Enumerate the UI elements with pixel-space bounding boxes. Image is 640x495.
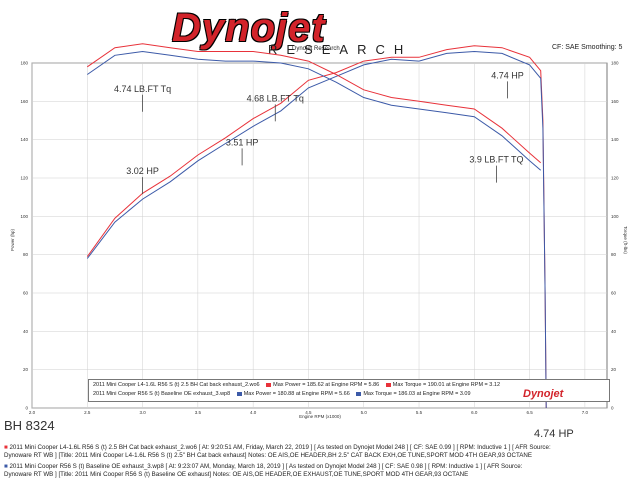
footer-marker-blue: ■	[4, 463, 10, 470]
bottom-hp-note: 4.74 HP	[534, 428, 574, 440]
series-line-3	[87, 43, 542, 164]
x-tick-label: 6.0	[471, 410, 478, 415]
series-lines	[86, 43, 547, 409]
legend-swatch-blue	[236, 391, 242, 396]
y-tick-label: 80	[23, 252, 29, 257]
y-tick-label-right: 160	[611, 99, 619, 104]
series-line-1	[86, 45, 547, 409]
annotation-label-5: 3.02 HP	[126, 166, 159, 176]
y-tick-label: 180	[20, 61, 28, 66]
legend-torque-1: Max Torque = 190.01 at Engine RPM = 3.12	[385, 382, 500, 388]
x-tick-label: 7.0	[582, 410, 589, 415]
y-tick-label: 120	[20, 176, 28, 181]
series-line-4	[87, 50, 542, 171]
y-tick-label-right: 40	[611, 329, 617, 334]
x-tick-label: 5.0	[361, 410, 368, 415]
y-tick-label-right: 100	[611, 214, 619, 219]
legend-swatch-blue-2	[356, 391, 362, 396]
y-tick-label: 140	[20, 137, 28, 142]
y-tick-label: 0	[25, 406, 28, 411]
legend-power-2: Max Power = 180.88 at Engine RPM = 5.66	[236, 391, 350, 397]
x-tick-label: 4.0	[250, 410, 257, 415]
research-subtitle-overlay: Dynojet Research	[292, 46, 340, 52]
y-tick-label-right: 20	[611, 367, 617, 372]
footer-line-3: ■ 2011 Mini Cooper R56 S (t) Baseline OE…	[4, 463, 523, 470]
x-axis-label: Engine RPM (x1000)	[299, 414, 341, 419]
correction-factor-label: CF: SAE Smoothing: 5	[552, 44, 623, 51]
legend-power-1: Max Power = 185.62 at Engine RPM = 5.86	[266, 382, 379, 388]
legend-run-1: 2011 Mini Cooper L4-1.6L R56 S (t) 2.5 B…	[93, 382, 260, 388]
x-tick-label: 6.5	[526, 410, 533, 415]
legend-swatch-red-2	[385, 382, 391, 387]
legend-torque-2: Max Torque = 186.03 at Engine RPM = 3.09	[356, 391, 471, 397]
y-axis-label-right: Torque (ft-lbs)	[623, 226, 628, 254]
x-tick-label: 2.0	[29, 410, 36, 415]
footer-line-1: ■ 2011 Mini Cooper L4-1.6L R56 S (t) 2.5…	[4, 444, 551, 451]
legend-row-2: 2011 Mini Cooper R56 S (t) Baseline OE e…	[93, 391, 476, 397]
footer-line-4: Dynoware RT WB ] [Title: 2011 Mini Coope…	[4, 471, 469, 478]
y-tick-label: 60	[23, 291, 29, 296]
y-tick-label-right: 0	[611, 406, 614, 411]
legend-dynojet-logo: Dynojet	[523, 388, 564, 400]
dynojet-logo: Dynojet	[172, 6, 326, 50]
y-tick-label-right: 180	[611, 61, 619, 66]
legend-run-2: 2011 Mini Cooper R56 S (t) Baseline OE e…	[93, 391, 231, 397]
y-tick-label-right: 140	[611, 137, 619, 142]
x-tick-label: 4.5	[305, 410, 312, 415]
annotation-label-6: 3.9 LB.FT TQ	[469, 155, 523, 165]
annotations: 4.74 LB.FT Tq 4.68 LB.FT Tq 4.74 HP 3.51 HP…	[114, 70, 524, 195]
footer-line-2: Dynoware RT WB ] [Title: 2011 Mini Coope…	[4, 452, 532, 459]
y-tick-label-right: 60	[611, 291, 617, 296]
research-subtitle: RESEARCH	[268, 42, 413, 57]
footer-marker-red: ■	[4, 444, 10, 451]
y-tick-label: 100	[20, 214, 28, 219]
legend: 2011 Mini Cooper L4-1.6L R56 S (t) 2.5 B…	[88, 379, 610, 402]
bh-number: BH 8324	[4, 418, 55, 433]
y-tick-label-right: 80	[611, 252, 617, 257]
y-tick-label: 20	[23, 367, 29, 372]
grid	[31, 62, 607, 409]
tick-labels: 0 0 20 20 40 40 60 60 80 80 100 100 120 120 140 140 160 1…	[20, 61, 619, 416]
annotation-label-3: 4.74 HP	[491, 70, 524, 80]
annotation-label-4: 3.51 HP	[226, 137, 259, 147]
y-tick-label: 160	[20, 99, 28, 104]
annotation-label-2: 4.68 LB.FT Tq	[247, 93, 304, 103]
x-tick-label: 3.5	[195, 410, 202, 415]
x-tick-label: 5.5	[416, 410, 423, 415]
series-line-2	[86, 50, 547, 409]
y-axis-label-left: Power (hp)	[10, 228, 15, 251]
x-tick-label: 3.0	[139, 410, 146, 415]
plot-frame	[31, 62, 608, 409]
y-tick-label: 40	[23, 329, 29, 334]
x-tick-label: 2.5	[84, 410, 91, 415]
legend-row-1: 2011 Mini Cooper L4-1.6L R56 S (t) 2.5 B…	[93, 382, 505, 388]
annotation-label-1: 4.74 LB.FT Tq	[114, 84, 171, 94]
y-tick-label-right: 120	[611, 176, 619, 181]
legend-swatch-red	[266, 382, 272, 387]
